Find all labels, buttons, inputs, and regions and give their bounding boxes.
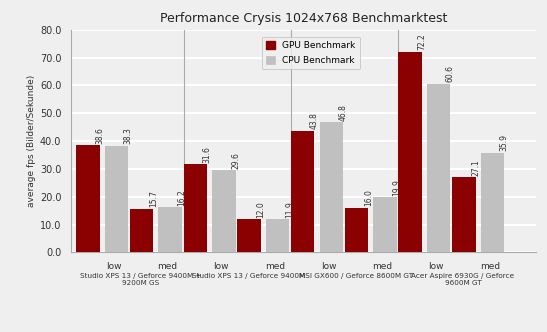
Bar	[184, 164, 207, 252]
Text: low: low	[106, 262, 121, 271]
Text: med: med	[480, 262, 500, 271]
Bar	[130, 209, 153, 252]
Bar	[427, 84, 451, 252]
Text: 38.6: 38.6	[95, 127, 104, 144]
Bar	[76, 145, 100, 252]
Text: low: low	[321, 262, 336, 271]
Text: low: low	[213, 262, 229, 271]
Bar	[373, 197, 397, 252]
Text: 60.6: 60.6	[446, 65, 455, 82]
Bar	[345, 208, 368, 252]
Bar	[398, 51, 422, 252]
Text: med: med	[373, 262, 393, 271]
Text: low: low	[428, 262, 444, 271]
Bar	[159, 207, 182, 252]
Bar	[452, 177, 476, 252]
Legend: GPU Benchmark, CPU Benchmark: GPU Benchmark, CPU Benchmark	[261, 37, 360, 69]
Text: 43.8: 43.8	[310, 112, 319, 129]
Text: 11.9: 11.9	[285, 201, 294, 218]
Bar	[212, 170, 236, 252]
Text: Studio XPS 13 / Geforce 9400M: Studio XPS 13 / Geforce 9400M	[191, 273, 305, 279]
Text: 15.7: 15.7	[149, 190, 158, 207]
Text: 46.8: 46.8	[339, 104, 347, 121]
Bar	[481, 152, 504, 252]
Text: 38.3: 38.3	[124, 127, 133, 144]
Text: 16.0: 16.0	[364, 190, 373, 207]
Text: Studio XPS 13 / Geforce 9400M +
9200M GS: Studio XPS 13 / Geforce 9400M + 9200M GS	[80, 273, 202, 286]
Y-axis label: average fps (Bilder/Sekunde): average fps (Bilder/Sekunde)	[27, 75, 36, 207]
Text: 35.9: 35.9	[499, 134, 509, 151]
Text: 12.0: 12.0	[257, 201, 265, 217]
Text: 19.9: 19.9	[392, 179, 401, 196]
Text: 31.6: 31.6	[202, 146, 212, 163]
Text: Acer Aspire 6930G / Geforce
9600M GT: Acer Aspire 6930G / Geforce 9600M GT	[411, 273, 515, 286]
Text: 72.2: 72.2	[417, 34, 427, 50]
Text: 29.6: 29.6	[231, 152, 240, 169]
Title: Performance Crysis 1024x768 Benchmarktest: Performance Crysis 1024x768 Benchmarktes…	[160, 12, 447, 25]
Text: 16.2: 16.2	[177, 189, 187, 206]
Text: MSI GX600 / Geforce 8600M GT: MSI GX600 / Geforce 8600M GT	[299, 273, 412, 279]
Bar	[104, 146, 128, 252]
Text: med: med	[158, 262, 178, 271]
Text: 27.1: 27.1	[471, 159, 480, 176]
Bar	[266, 219, 289, 252]
Text: med: med	[265, 262, 285, 271]
Bar	[237, 219, 261, 252]
Bar	[319, 122, 343, 252]
Bar	[291, 130, 315, 252]
